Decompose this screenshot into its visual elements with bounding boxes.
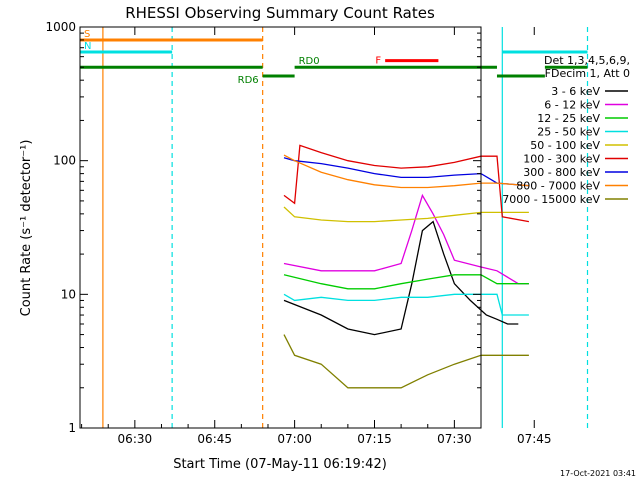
series-9-line [283,334,529,389]
series-5-line [283,206,529,223]
x-tick-label-1: 06:30 [118,432,153,446]
x-tick-label-3: 07:00 [277,432,312,446]
y-axis: 1 10 100 1000 [45,20,481,435]
state-bar-label-rd6: RD6 [238,75,259,86]
series-8-line [283,154,529,189]
legend-label-3: 12 - 25 keV [537,112,600,125]
legend-label-8: 800 - 7000 keV [516,180,600,193]
state-bar-label-s: S [84,29,90,40]
legend-label-6: 100 - 300 keV [523,153,600,166]
plot-area: SN RD6 RD0 F [80,27,589,428]
chart-title: RHESSI Observing Summary Count Rates [125,4,435,22]
series-1-line [283,220,519,336]
y-tick-label-2: 10 [61,287,76,301]
legend-header-1: Det 1,3,4,5,6,9, [544,54,630,67]
x-axis: 06:30 06:45 07:00 07:15 07:30 07:45 [81,27,552,446]
state-bar-label-n: N [84,41,91,52]
y-tick-label-3: 100 [53,154,76,168]
x-axis-label: Start Time (07-May-11 06:19:42) [173,457,387,472]
y-tick-label-1: 1 [68,421,76,435]
y-axis-label: Count Rate (s⁻¹ detector⁻¹) [19,140,34,317]
series-3-line [283,274,529,290]
series-6-line [283,144,530,223]
series-7-line [283,157,529,187]
y-tick-label-4: 1000 [45,20,76,34]
state-bar-label-rd0: RD0 [299,56,320,67]
x-tick-label-5: 07:30 [437,432,472,446]
series-2-line [283,193,529,285]
legend-label-4: 25 - 50 keV [537,126,600,139]
footer-timestamp: 17-Oct-2021 03:41 [560,469,636,478]
x-tick-label-2: 06:45 [197,432,232,446]
x-tick-label-4: 07:15 [357,432,392,446]
legend-label-7: 300 - 800 keV [523,166,600,179]
legend-label-1: 3 - 6 keV [551,85,600,98]
legend: Det 1,3,4,5,6,9,FDecim 1, Att 0 3 - 6 keV… [502,54,630,206]
legend-label-9: 7000 - 15000 keV [502,193,600,206]
legend-header-2: FDecim 1, Att 0 [545,67,630,80]
plot-frame [79,26,482,429]
series-4-line [283,293,529,316]
legend-label-5: 50 - 100 keV [530,139,600,152]
legend-label-2: 6 - 12 keV [544,99,600,112]
state-bar-label-f: F [375,56,381,67]
x-tick-label-6: 07:45 [517,432,552,446]
